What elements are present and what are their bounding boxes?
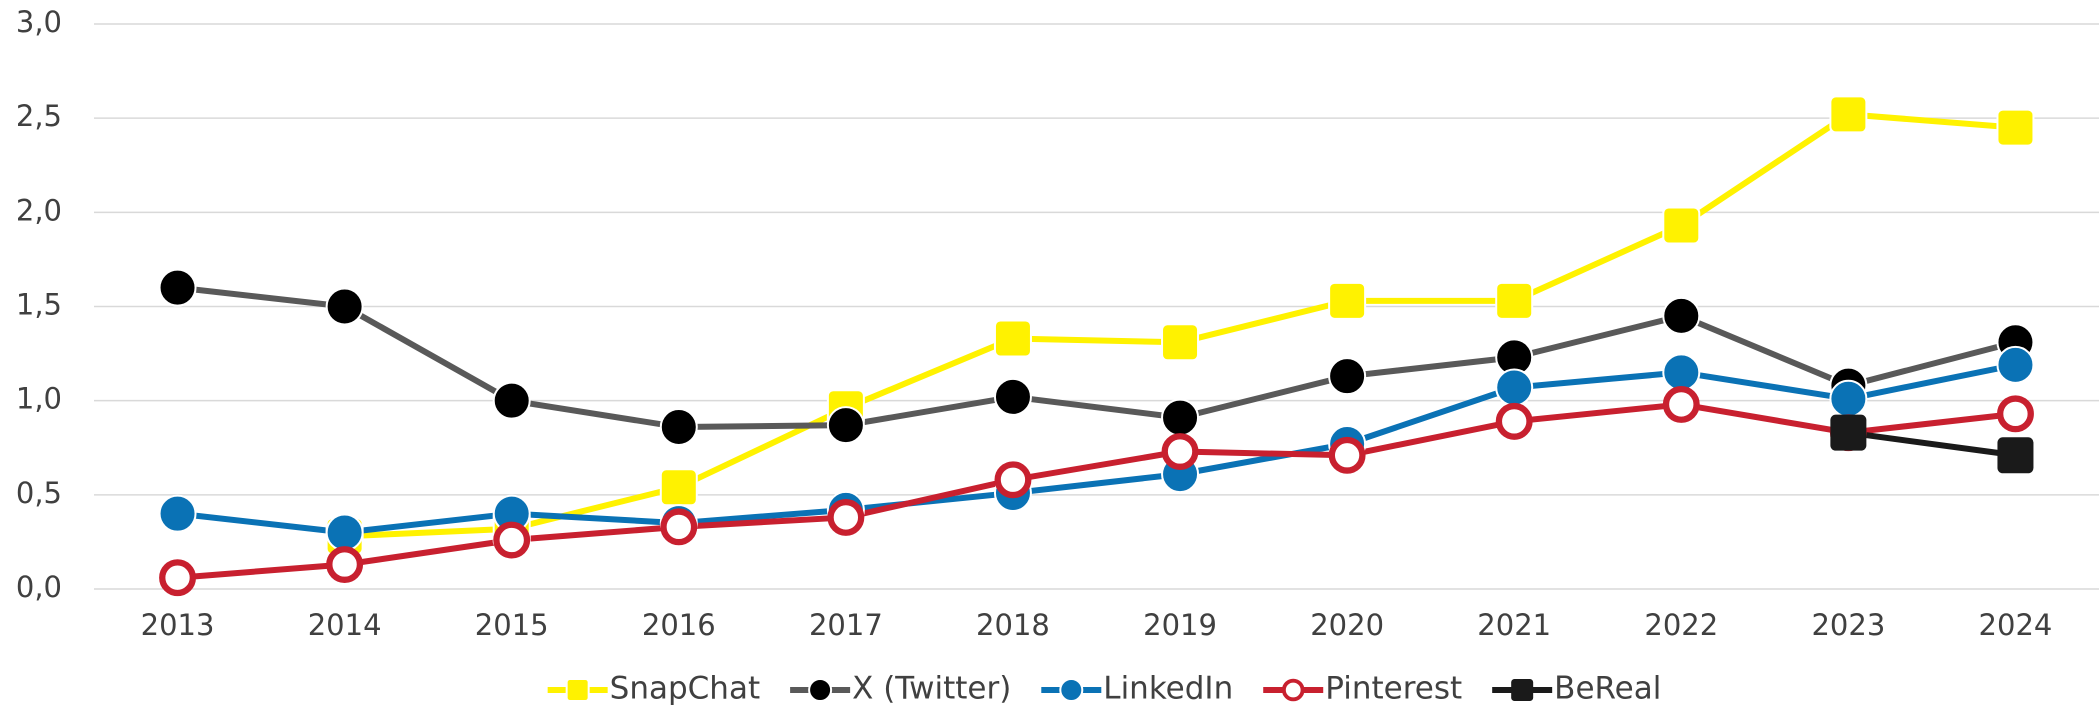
y-tick-label: 0,0 [16, 570, 62, 604]
marker [659, 468, 698, 507]
y-tick-label: 0,5 [16, 476, 62, 510]
legend: SnapChat X (Twitter) LinkedIn Pinterest BeRe… [547, 671, 1661, 707]
series-line [177, 284, 2017, 431]
marker [1662, 296, 1701, 335]
marker [659, 408, 698, 447]
legend-label: LinkedIn [1103, 671, 1233, 707]
marker [158, 494, 197, 533]
y-tick-label: 2,0 [16, 193, 62, 227]
x-tick-label: 2021 [1477, 608, 1551, 642]
marker [325, 287, 364, 326]
marker [1281, 678, 1305, 702]
marker [326, 546, 364, 583]
x-tick-label: 2013 [141, 608, 215, 642]
marker [1996, 345, 2035, 384]
marker [1662, 385, 1700, 423]
x-tick-label: 2017 [809, 608, 883, 642]
x-tick-label: 2018 [976, 608, 1050, 642]
y-tick-label: 1,0 [16, 382, 62, 416]
marker [1997, 437, 2034, 474]
marker [1829, 95, 1868, 134]
y-tick-label: 2,5 [16, 99, 62, 133]
marker [158, 268, 197, 307]
marker [993, 377, 1032, 416]
marker [1161, 433, 1199, 470]
legend-label: X (Twitter) [852, 671, 1011, 707]
x-tick-label: 2020 [1310, 608, 1384, 642]
marker [1495, 402, 1533, 440]
marker [1059, 678, 1084, 702]
legend-label: SnapChat [610, 671, 760, 707]
x-tick-label: 2016 [642, 608, 716, 642]
marker [1495, 368, 1534, 407]
marker [1495, 281, 1534, 320]
marker [1662, 206, 1701, 245]
marker [827, 498, 865, 536]
x-tick-label: 2015 [475, 608, 549, 642]
marker [1830, 414, 1867, 451]
series-line [177, 361, 2017, 536]
marker [1328, 436, 1366, 474]
x-tick-label: 2024 [1979, 608, 2053, 642]
x-tick-label: 2023 [1811, 608, 1885, 642]
marker [565, 678, 590, 702]
marker [826, 406, 865, 445]
marker [1829, 379, 1868, 418]
x-tick-label: 2014 [308, 608, 382, 642]
marker [993, 319, 1032, 358]
x-tick-label: 2022 [1644, 608, 1718, 642]
marker [1161, 323, 1200, 362]
legend-label: BeReal [1554, 671, 1661, 707]
marker [492, 381, 531, 420]
marker [660, 508, 698, 546]
series-line [177, 401, 2016, 581]
marker [1511, 679, 1534, 701]
y-tick-label: 1,5 [16, 288, 62, 322]
marker [1996, 108, 2035, 147]
marker [159, 559, 196, 597]
marker [1328, 281, 1367, 320]
marker [1662, 353, 1701, 392]
marker [1328, 357, 1367, 396]
y-tick-label: 3,0 [16, 5, 62, 39]
x-tick-label: 2019 [1143, 608, 1217, 642]
marker [1997, 395, 2034, 433]
legend-label: Pinterest [1325, 671, 1462, 707]
marker [493, 521, 531, 559]
marker [808, 678, 833, 702]
marker [325, 513, 364, 552]
series-line [1847, 429, 2016, 459]
marker [994, 461, 1032, 499]
marker [1161, 398, 1200, 437]
